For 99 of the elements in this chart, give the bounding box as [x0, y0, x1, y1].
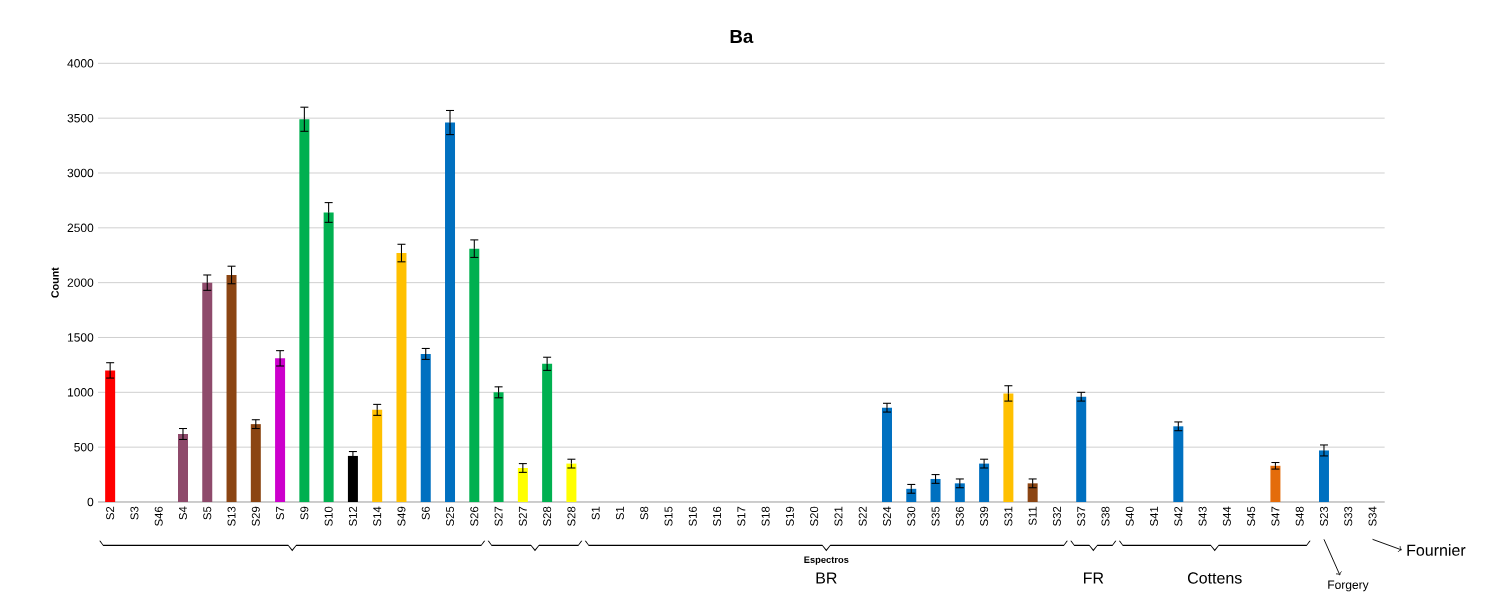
x-tick-label: S31 [1004, 506, 1013, 526]
y-tick-label: 2000 [67, 278, 94, 287]
bar [979, 463, 990, 502]
bar [396, 253, 407, 502]
x-tick-label: S18 [761, 506, 770, 526]
x-tick-label: S24 [882, 506, 891, 526]
x-tick-label: S2 [106, 506, 115, 520]
x-tick-label: S10 [324, 506, 333, 526]
x-tick-label: S9 [300, 506, 309, 520]
x-tick-label: S40 [1125, 506, 1134, 526]
x-tick-label: S49 [397, 506, 406, 526]
bar [469, 248, 480, 502]
text: BR [816, 572, 837, 584]
x-tick-label: S41 [1150, 506, 1159, 526]
bar [1318, 450, 1329, 502]
bar [566, 463, 577, 502]
x-tick-label: S1 [591, 506, 600, 520]
y-tick-label: 3000 [67, 168, 94, 178]
x-tick-label: S35 [931, 506, 940, 526]
y-tick-label: 500 [74, 442, 94, 452]
bar [372, 409, 383, 502]
x-tick-label: S26 [470, 506, 479, 526]
x-tick-label: S22 [858, 506, 867, 526]
x-tick-label: S48 [1295, 506, 1304, 526]
bar [445, 122, 456, 502]
x-tick-label: S15 [664, 506, 673, 526]
x-tick-label: S16 [688, 506, 697, 526]
x-tick-label: S42 [1174, 506, 1183, 526]
y-tick-label: 3500 [67, 113, 94, 123]
x-tick-label: S21 [834, 506, 843, 526]
x-tick-label: S13 [227, 506, 236, 526]
x-tick-label: S39 [980, 506, 989, 526]
x-tick-label: S36 [955, 506, 964, 526]
x-tick-label: S45 [1247, 506, 1256, 526]
x-tick-label: S28 [543, 506, 552, 526]
bar [202, 282, 213, 502]
x-tick-label: S12 [348, 506, 357, 526]
x-tick-label: S11 [1028, 506, 1037, 526]
text: Cottens [1187, 572, 1242, 584]
x-tick-label: S27 [494, 506, 503, 526]
x-tick-label: S28 [567, 506, 576, 526]
x-tick-label: S7 [276, 506, 285, 520]
x-tick-label: S33 [1344, 506, 1353, 526]
x-tick-label: S3 [130, 506, 139, 520]
x-tick-label: S43 [1198, 506, 1207, 526]
x-tick-label: S23 [1319, 506, 1328, 526]
bar [1076, 396, 1087, 502]
x-tick-label: S37 [1077, 506, 1086, 526]
x-tick-label: S25 [446, 506, 455, 526]
text: Espectros [804, 556, 849, 565]
x-tick-label: S32 [1052, 506, 1061, 526]
x-tick-label: S17 [737, 506, 746, 526]
x-tick-label: S19 [785, 506, 794, 526]
bar [517, 467, 528, 502]
x-tick-label: S16 [713, 506, 722, 526]
x-tick-label: S44 [1222, 506, 1231, 526]
bar [1003, 393, 1014, 502]
bar [250, 424, 261, 502]
y-axis-title: Count [51, 267, 59, 298]
x-tick-label: S14 [373, 506, 382, 526]
x-tick-label: S8 [640, 506, 649, 520]
bar [347, 455, 358, 502]
y-tick-label: 1500 [67, 333, 94, 342]
bar [493, 392, 504, 502]
x-tick-label: S46 [154, 506, 163, 526]
text: FR [1084, 572, 1104, 584]
x-tick-label: S30 [907, 506, 916, 526]
x-tick-label: S20 [810, 506, 819, 526]
bar [226, 274, 237, 502]
y-tick-label: 2500 [67, 223, 94, 233]
x-tick-label: S5 [203, 506, 212, 520]
x-tick-label: S1 [615, 506, 624, 520]
bar [1270, 465, 1281, 502]
text: Fournier [1407, 544, 1466, 556]
x-tick-label: S47 [1271, 506, 1280, 526]
text: Forgery [1328, 580, 1369, 592]
y-tick-label: 4000 [67, 59, 94, 68]
x-tick-label: S4 [178, 506, 187, 520]
bar [323, 212, 334, 502]
x-tick-label: S29 [251, 506, 260, 526]
x-tick-label: S27 [518, 506, 527, 526]
x-tick-label: S38 [1101, 506, 1110, 526]
y-tick-label: 0 [87, 497, 94, 507]
bar [954, 483, 965, 502]
bar [177, 433, 188, 502]
x-tick-label: S34 [1368, 506, 1377, 526]
bar [299, 119, 310, 502]
chart-title: Ba [730, 30, 754, 44]
bar [1173, 426, 1184, 502]
bar [906, 488, 917, 502]
x-tick-label: S6 [421, 506, 430, 520]
bar [1027, 483, 1038, 502]
bar [275, 358, 286, 502]
bar [420, 353, 431, 502]
bar [882, 407, 892, 502]
bar [930, 478, 941, 502]
bar [105, 370, 116, 502]
bar [542, 363, 553, 502]
y-tick-label: 1000 [67, 388, 94, 397]
